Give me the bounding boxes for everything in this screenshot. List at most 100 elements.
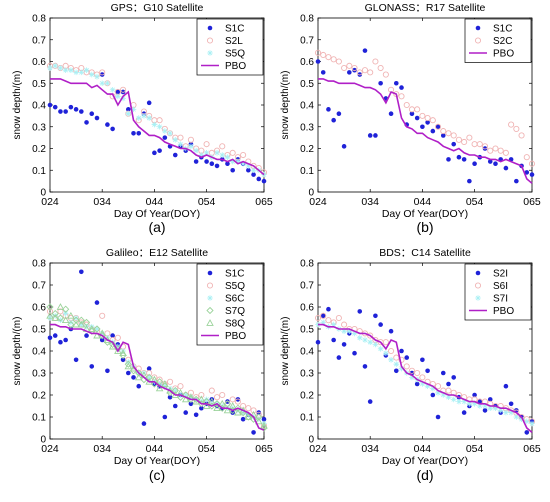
y-tick-label: 0.6	[32, 57, 46, 68]
data-point	[57, 317, 64, 323]
x-tick-label: 034	[361, 196, 379, 208]
data-point	[472, 161, 477, 167]
data-point	[130, 106, 137, 113]
legend-swatch	[206, 306, 214, 315]
y-tick-label: 0.6	[32, 303, 46, 314]
data-point	[146, 374, 152, 381]
y-tick-label: 0.4	[32, 347, 46, 358]
data-point	[240, 416, 246, 422]
data-point	[335, 314, 342, 322]
legend-swatch	[207, 25, 213, 31]
data-point	[330, 56, 337, 63]
data-point	[197, 395, 206, 403]
data-point	[362, 48, 368, 53]
chart-panel-1: GPS：G10 Satellite 0 0.1 0.2 0.3 0.4 0.5 0.6 0.7 0…	[12, 2, 273, 235]
data-point	[162, 135, 168, 140]
data-point	[68, 104, 74, 110]
legend-label: S7Q	[225, 306, 245, 317]
data-point	[79, 109, 84, 114]
data-point	[435, 390, 441, 396]
data-point	[192, 395, 200, 404]
data-point	[388, 328, 394, 334]
data-point	[131, 130, 136, 136]
data-point	[351, 64, 358, 72]
data-point	[78, 69, 85, 76]
y-tick-label: 0.7	[32, 281, 46, 292]
data-point	[378, 322, 383, 327]
data-point	[67, 311, 75, 319]
series-s2c	[314, 49, 536, 167]
data-point	[326, 306, 331, 312]
data-point	[244, 413, 253, 420]
data-point	[134, 373, 143, 381]
data-point	[503, 409, 509, 416]
legend-box	[464, 18, 532, 63]
y-tick-label: 0.6	[300, 303, 314, 314]
data-point	[125, 370, 131, 376]
data-point	[61, 316, 70, 324]
data-point	[414, 106, 421, 113]
data-point	[446, 157, 451, 162]
y-tick-label: 0.2	[300, 391, 314, 402]
data-point	[467, 178, 472, 184]
x-axis-label: Day Of Year(DOY)	[114, 208, 200, 220]
data-point	[393, 368, 399, 374]
data-point	[331, 337, 336, 343]
legend-swatch	[206, 319, 214, 326]
series-line-pbo	[50, 78, 265, 176]
data-point	[367, 133, 373, 138]
data-point	[429, 117, 436, 124]
data-point	[461, 398, 467, 405]
data-point	[408, 367, 416, 374]
data-point	[393, 361, 400, 367]
data-point	[472, 392, 477, 398]
data-point	[245, 405, 252, 412]
data-point	[228, 402, 237, 409]
legend-swatch	[475, 270, 481, 276]
chart-title: GPS：G10 Satellite	[111, 2, 204, 14]
x-tick-label: 065	[523, 443, 541, 455]
data-point	[256, 176, 262, 182]
legend-label: S8Q	[225, 319, 245, 330]
y-tick-label: 0.1	[300, 413, 314, 424]
data-point	[382, 339, 389, 346]
data-point	[461, 157, 467, 162]
x-tick-label: 034	[93, 196, 111, 208]
data-point	[514, 178, 519, 184]
data-point	[213, 394, 221, 401]
legend-label: PBO	[225, 331, 246, 342]
data-point	[502, 149, 509, 156]
data-point	[497, 407, 504, 414]
data-point	[183, 410, 189, 415]
data-point	[208, 397, 216, 405]
chart-title: GLONASS：R17 Satellite	[365, 2, 486, 14]
data-point	[51, 314, 59, 321]
data-point	[63, 337, 68, 343]
series-line-pbo	[318, 78, 533, 184]
data-point	[146, 115, 152, 121]
data-point	[181, 395, 190, 403]
data-point	[492, 145, 499, 152]
x-axis-label: Day Of Year(DOY)	[382, 455, 468, 467]
x-tick-label: 065	[255, 443, 273, 455]
data-point	[105, 122, 110, 127]
data-point	[166, 378, 174, 385]
data-point	[326, 107, 331, 112]
data-point	[240, 151, 247, 159]
data-point	[156, 117, 163, 124]
data-point	[219, 152, 226, 158]
data-point	[331, 117, 336, 123]
data-point	[105, 368, 110, 374]
data-point	[434, 383, 442, 390]
data-point	[155, 384, 164, 392]
data-point	[377, 346, 384, 352]
y-tick-label: 0.2	[32, 144, 46, 155]
legend-label: PBO	[493, 306, 514, 317]
data-point	[450, 132, 457, 139]
x-tick-label: 054	[198, 443, 216, 455]
data-point	[135, 369, 143, 377]
data-point	[47, 335, 53, 341]
data-point	[377, 64, 384, 72]
y-axis-label: snow depth/(m)	[12, 71, 23, 140]
